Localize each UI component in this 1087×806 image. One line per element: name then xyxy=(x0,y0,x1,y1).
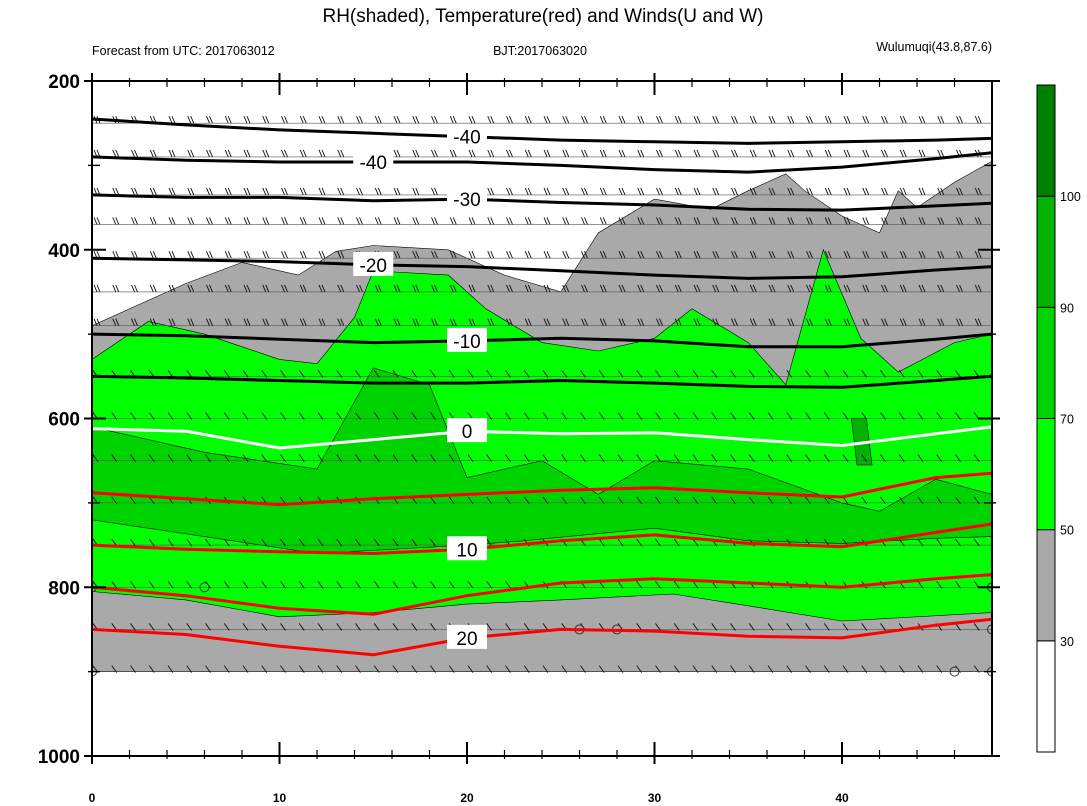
colorbar-segment-4 xyxy=(1036,195,1056,308)
colorbar-label-70: 70 xyxy=(1060,413,1074,427)
x-tick-label-30: 30 xyxy=(648,791,662,805)
plot-inner: -40 -40 -30 -20 -10 0 10 20 xyxy=(92,116,992,677)
wind-barbs-410 xyxy=(93,251,982,259)
contour-label-1: -40 xyxy=(360,153,387,174)
temperature-contour-2 xyxy=(92,193,992,212)
contour-label-0: -40 xyxy=(453,128,480,149)
contour-label-4: -10 xyxy=(453,332,480,353)
colorbar-segment-0 xyxy=(1036,640,1056,753)
calm-wind-marker xyxy=(987,624,992,635)
wind-barbs-600 xyxy=(92,412,980,420)
temperature-contour-10 xyxy=(92,617,992,657)
y-tick-label-800: 800 xyxy=(48,578,80,599)
contour-label-box-0 xyxy=(447,123,487,148)
y-tick-label-600: 600 xyxy=(48,410,80,431)
forecast-time-label: Forecast from UTC: 2017063012 xyxy=(92,44,275,58)
y-tick-label-400: 400 xyxy=(48,241,80,262)
x-tick-label-0: 0 xyxy=(89,791,96,805)
y-tick-label-200: 200 xyxy=(48,72,80,93)
calm-wind-marker xyxy=(199,582,210,593)
colorbar-label-30: 30 xyxy=(1060,635,1074,649)
contour-label-box-2 xyxy=(447,186,487,211)
x-tick-label-10: 10 xyxy=(273,791,287,805)
contour-label-box-6 xyxy=(447,418,487,443)
wind-barbs-750 xyxy=(92,538,980,547)
contour-label-box-3 xyxy=(353,251,394,276)
wind-barbs-650 xyxy=(92,454,980,462)
wind-barbs-850 xyxy=(92,623,980,631)
temperature-contour-6 xyxy=(92,425,992,450)
contour-label-box-8 xyxy=(447,536,487,561)
calm-wind-marker xyxy=(949,666,960,677)
contour-label-3: -20 xyxy=(360,256,387,277)
temperature-contour-5 xyxy=(92,374,992,389)
temperature-contour-4 xyxy=(92,332,992,349)
wind-barbs-335 xyxy=(93,187,982,196)
x-tick-label-20: 20 xyxy=(460,791,474,805)
colorbar-segment-3 xyxy=(1036,306,1056,420)
wind-barbs-490 xyxy=(93,318,982,326)
colorbar-segment-5 xyxy=(1036,84,1056,197)
contour-label-8: 10 xyxy=(456,540,477,561)
temperature-contour-3 xyxy=(92,256,992,280)
rh-colorbar: 30 50 70 90 100 xyxy=(1036,84,1081,753)
wind-barbs-450 xyxy=(93,284,982,293)
temperature-contour-1 xyxy=(92,151,992,174)
wind-barbs-370 xyxy=(93,217,982,225)
colorbar-label-90: 90 xyxy=(1060,301,1074,315)
temperature-contour-9 xyxy=(92,573,992,616)
colorbar-segment-2 xyxy=(1036,418,1056,531)
plot-area: -40 -40 -30 -20 -10 0 10 20 200 400 600 800 1000 0 10 2… xyxy=(38,72,1000,805)
contour-label-6: 0 xyxy=(462,422,473,443)
wind-barbs-290 xyxy=(93,149,982,158)
contour-label-box-4 xyxy=(447,327,487,352)
station-label: Wulumuqi(43.8,87.6) xyxy=(876,40,992,54)
contour-label-box-1 xyxy=(353,149,394,173)
colorbar-label-50: 50 xyxy=(1060,524,1074,538)
wind-barbs-250 xyxy=(93,116,982,124)
temperature-contour-8 xyxy=(92,522,992,555)
temperature-contour-7 xyxy=(92,471,992,507)
y-tick-label-1000: 1000 xyxy=(38,747,80,768)
temperature-contour-0 xyxy=(92,117,992,145)
bjt-time-label: BJT:2017063020 xyxy=(493,44,587,58)
chart-title: RH(shaded), Temperature(red) and Winds(U… xyxy=(322,6,763,27)
colorbar-segment-1 xyxy=(1036,529,1056,642)
contour-label-box-10 xyxy=(447,624,487,649)
contour-label-2: -30 xyxy=(453,190,480,211)
wind-barbs-550 xyxy=(92,370,980,378)
colorbar-label-100: 100 xyxy=(1060,190,1081,204)
x-tick-label-40: 40 xyxy=(835,791,849,805)
contour-label-10: 20 xyxy=(456,629,477,650)
